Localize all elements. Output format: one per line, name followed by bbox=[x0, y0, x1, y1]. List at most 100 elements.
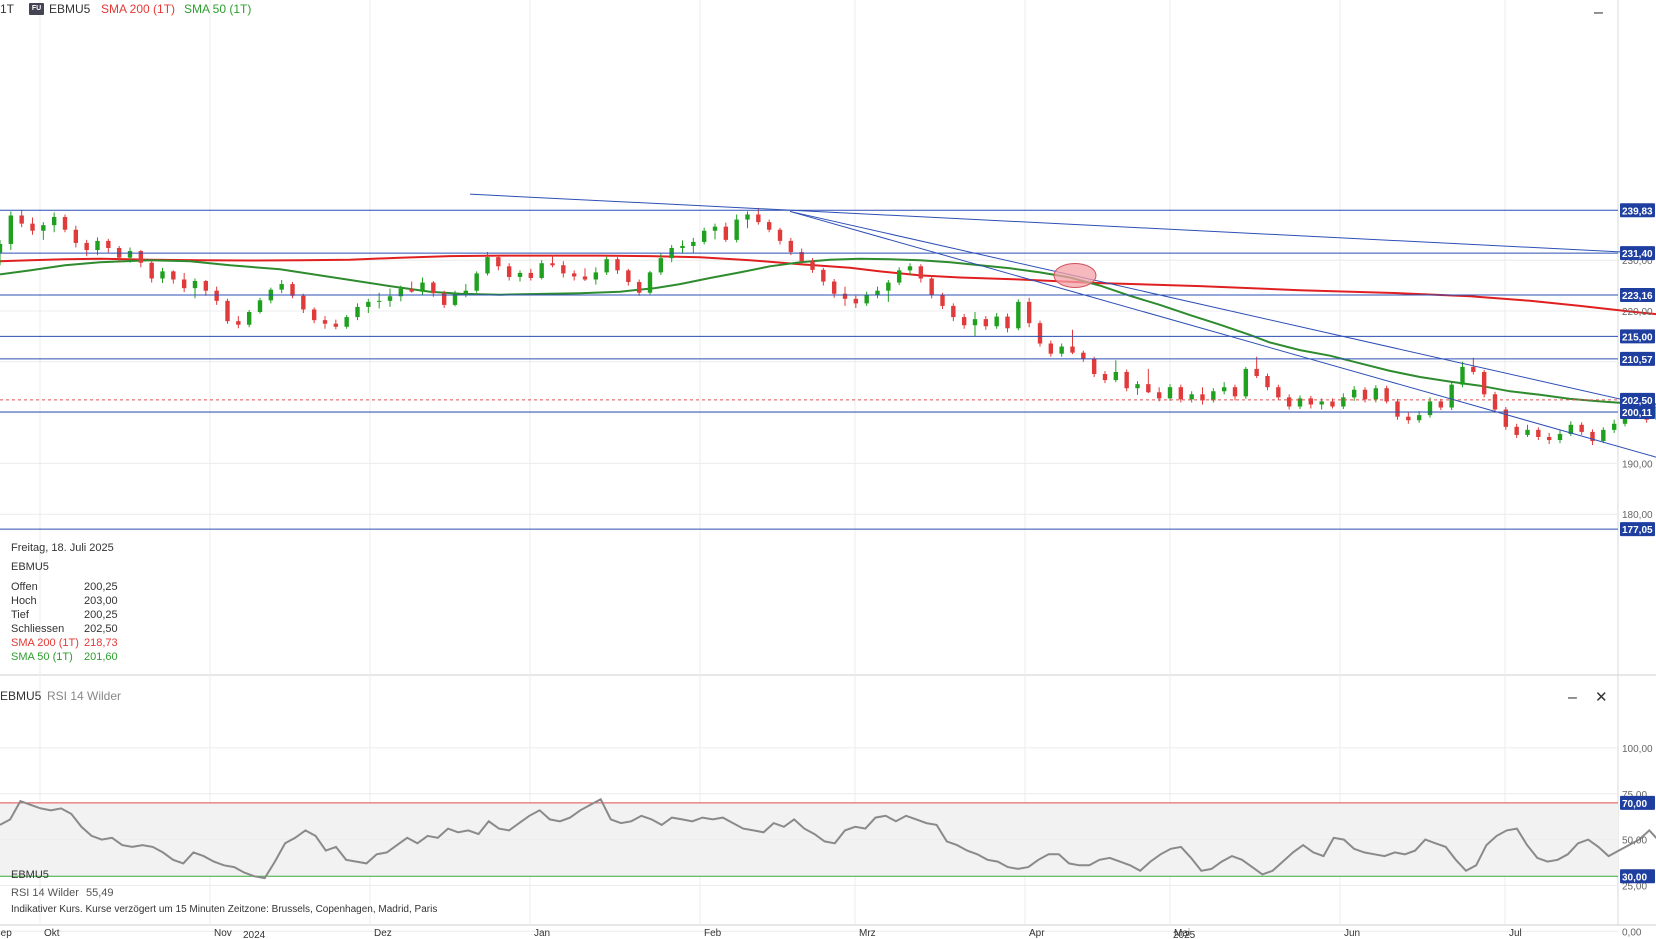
candle bbox=[1286, 394, 1292, 410]
candle-body bbox=[387, 296, 393, 301]
candle-body bbox=[1416, 415, 1422, 421]
info-row-label: Offen bbox=[11, 581, 38, 593]
candle bbox=[1449, 382, 1454, 411]
candle bbox=[582, 268, 588, 282]
candle-body bbox=[680, 245, 685, 249]
symbol-label[interactable]: EBMU5 bbox=[49, 2, 91, 16]
candle-body bbox=[1167, 387, 1173, 399]
level-label: 200,11 bbox=[1620, 405, 1655, 420]
level-label-text: 200,11 bbox=[1622, 408, 1652, 419]
trendline[interactable] bbox=[789, 210, 1656, 418]
candle bbox=[1124, 369, 1129, 392]
candle-body bbox=[30, 223, 35, 231]
candle bbox=[1406, 412, 1411, 424]
candle bbox=[691, 237, 696, 254]
info-row-value: 201,60 bbox=[84, 651, 118, 663]
candle-body bbox=[1232, 387, 1238, 397]
trendline[interactable] bbox=[789, 210, 1656, 471]
candle-body bbox=[788, 240, 794, 253]
trendline[interactable] bbox=[469, 193, 1656, 255]
info-symbol: EBMU5 bbox=[11, 561, 49, 573]
sma200-legend[interactable]: SMA 200 (1T) bbox=[101, 2, 176, 16]
sma50-legend[interactable]: SMA 50 (1T) bbox=[184, 2, 252, 16]
rsi-legend-value: 55,49 bbox=[86, 887, 114, 899]
rsi-tick-label: 0,00 bbox=[1622, 927, 1642, 938]
candle-body bbox=[376, 300, 382, 302]
interval-label[interactable]: 1T bbox=[0, 2, 15, 16]
price-tick-label: 180,00 bbox=[1622, 510, 1653, 521]
level-label: 215,00 bbox=[1620, 329, 1655, 344]
candle bbox=[1525, 424, 1530, 437]
candle-body bbox=[961, 317, 967, 326]
level-label-bg bbox=[1620, 405, 1655, 420]
candle bbox=[961, 314, 967, 329]
candle-body bbox=[1265, 376, 1270, 388]
candle bbox=[366, 298, 371, 314]
candle bbox=[398, 285, 404, 302]
candle bbox=[387, 288, 393, 307]
candle bbox=[344, 315, 349, 329]
candle-body bbox=[41, 225, 46, 231]
candle bbox=[431, 281, 436, 297]
candle-body bbox=[290, 284, 295, 296]
candle-body bbox=[842, 293, 848, 299]
candle bbox=[1276, 384, 1281, 400]
trendlines bbox=[469, 193, 1656, 471]
candles bbox=[0, 207, 1656, 446]
info-row-label: Schliessen bbox=[11, 623, 65, 635]
rsi-oversold-label-bg bbox=[1620, 869, 1655, 884]
candle bbox=[279, 280, 284, 294]
candle-body bbox=[875, 290, 880, 295]
level-label-text: 231,40 bbox=[1622, 249, 1653, 260]
candle-body bbox=[1254, 368, 1259, 377]
candle-body bbox=[1276, 387, 1281, 398]
candle-body bbox=[1102, 373, 1108, 381]
candle bbox=[181, 272, 187, 293]
minimize-icon[interactable]: – bbox=[1594, 4, 1603, 21]
rsi-indicator-label[interactable]: RSI 14 Wilder bbox=[47, 689, 122, 703]
candle-body bbox=[1362, 389, 1368, 400]
candle-body bbox=[409, 288, 414, 292]
candle bbox=[1156, 387, 1162, 402]
rsi-oversold-label-text: 30,00 bbox=[1622, 872, 1647, 883]
candle-body bbox=[149, 262, 154, 279]
candle-body bbox=[701, 230, 707, 242]
candle-body bbox=[463, 290, 469, 294]
candle bbox=[1341, 393, 1346, 410]
candle bbox=[604, 256, 609, 275]
candle bbox=[1070, 329, 1075, 355]
candle-body bbox=[1481, 371, 1487, 395]
candle-body bbox=[972, 319, 978, 326]
candle bbox=[409, 281, 414, 293]
candle bbox=[1200, 387, 1205, 405]
candle bbox=[972, 312, 978, 337]
candle bbox=[1102, 370, 1108, 384]
candle-body bbox=[528, 272, 534, 278]
candle bbox=[441, 290, 447, 308]
candle-body bbox=[192, 281, 198, 289]
rsi-close-icon[interactable]: ✕ bbox=[1595, 689, 1608, 706]
candle-body bbox=[301, 295, 306, 310]
candle-body bbox=[1471, 366, 1476, 372]
candle-body bbox=[474, 273, 479, 291]
candle bbox=[1568, 421, 1574, 436]
candle bbox=[1135, 381, 1140, 395]
candle-body bbox=[691, 241, 696, 246]
candle bbox=[1395, 398, 1400, 420]
candle-body bbox=[420, 282, 425, 292]
candle bbox=[1048, 340, 1054, 357]
candle-body bbox=[311, 309, 317, 321]
rsi-minimize-icon[interactable]: – bbox=[1568, 689, 1577, 706]
level-label-text: 223,16 bbox=[1622, 291, 1653, 302]
info-row-value: 202,50 bbox=[84, 623, 118, 635]
candle-body bbox=[1536, 429, 1541, 437]
horizontal-levels bbox=[0, 209, 1618, 530]
level-label-bg bbox=[1620, 246, 1655, 261]
candle bbox=[41, 222, 46, 240]
crossover-marker[interactable] bbox=[1053, 262, 1097, 288]
candle bbox=[853, 295, 859, 308]
candle-body bbox=[1091, 358, 1097, 374]
x-tick-label: Jan bbox=[534, 928, 550, 939]
level-label-bg bbox=[1620, 287, 1655, 302]
